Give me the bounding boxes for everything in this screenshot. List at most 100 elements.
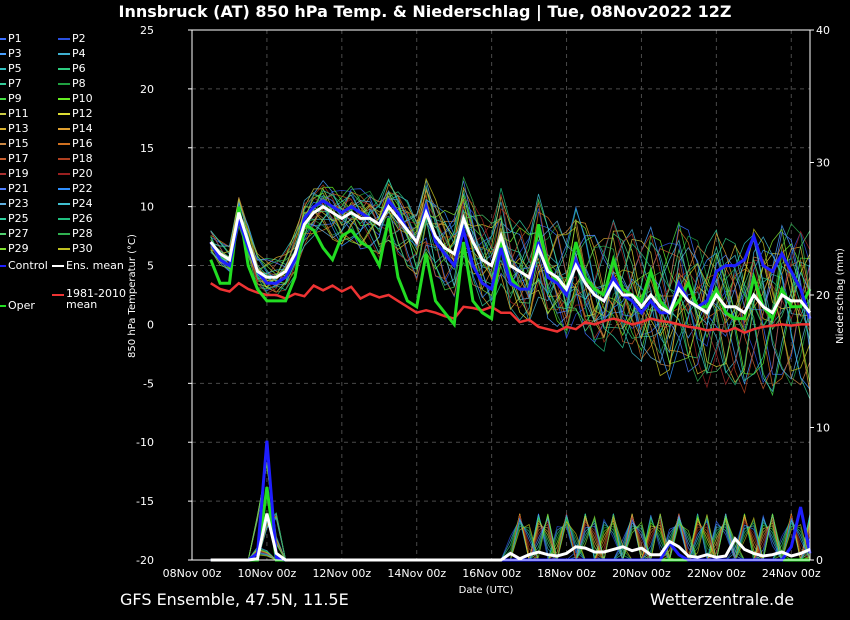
legend-label: P24 <box>72 197 93 210</box>
legend-swatch <box>0 173 6 175</box>
legend-swatch <box>0 233 6 235</box>
legend-swatch <box>0 53 6 55</box>
legend-label: P4 <box>72 47 86 60</box>
member-line <box>210 187 811 386</box>
y-tick-label: 25 <box>140 24 154 37</box>
x-tick-label: 10Nov 00z <box>238 567 297 580</box>
y-tick-label: 0 <box>147 318 154 331</box>
legend-label: P2 <box>72 32 86 45</box>
x-axis-ticks: 08Nov 00z 10Nov 00z 12Nov 00z 14Nov 00z 16No… <box>163 567 821 580</box>
main-series <box>209 197 812 335</box>
legend-swatch <box>0 218 6 220</box>
legend-label: P13 <box>8 122 29 135</box>
x-tick-label: 16Nov 00z <box>462 567 521 580</box>
oper-line <box>209 206 812 329</box>
legend-label: P16 <box>72 137 93 150</box>
legend-label: P1 <box>8 32 22 45</box>
legend-swatch <box>58 113 70 115</box>
legend-swatch <box>58 233 70 235</box>
member-line <box>210 188 811 387</box>
legend-swatch <box>0 113 6 115</box>
legend-label: P18 <box>72 152 93 165</box>
legend-label: P25 <box>8 212 29 225</box>
legend-label: Control <box>8 259 48 272</box>
y2-tick-label: 20 <box>816 289 830 302</box>
legend-label: P27 <box>8 227 29 240</box>
legend-label: P10 <box>72 92 93 105</box>
legend-label: P11 <box>8 107 29 120</box>
control-line <box>209 197 812 320</box>
y-tick-label: -20 <box>136 554 154 567</box>
legend-label: Ens. mean <box>66 259 124 272</box>
legend-swatch <box>58 158 70 160</box>
legend-swatch <box>0 143 6 145</box>
y-tick-label: -15 <box>136 495 154 508</box>
legend-label: P15 <box>8 137 29 150</box>
x-tick-label: 14Nov 00z <box>387 567 446 580</box>
y-tick-label: 15 <box>140 142 154 155</box>
legend-label: P23 <box>8 197 29 210</box>
y2-tick-label: 40 <box>816 24 830 37</box>
legend-label: P9 <box>8 92 22 105</box>
legend-label: P14 <box>72 122 93 135</box>
legend-swatch <box>0 188 6 190</box>
member-line <box>210 189 811 386</box>
y-tick-label: -5 <box>143 377 154 390</box>
legend-label: 1981-2010 mean <box>66 287 126 311</box>
legend-label: P30 <box>72 242 93 255</box>
legend-label: P3 <box>8 47 22 60</box>
x-tick-label: 08Nov 00z <box>163 567 222 580</box>
legend-label: P28 <box>72 227 93 240</box>
x-tick-label: 12Nov 00z <box>312 567 371 580</box>
y-tick-label: 10 <box>140 201 154 214</box>
climo-mean-line <box>210 281 810 335</box>
legend-swatch <box>52 294 64 296</box>
x-tick-label: 18Nov 00z <box>537 567 596 580</box>
legend-swatch <box>0 68 6 70</box>
legend-swatch <box>58 128 70 130</box>
legend-swatch <box>58 38 70 40</box>
legend-swatch <box>0 305 6 307</box>
legend-label: P29 <box>8 242 29 255</box>
legend-swatch <box>0 83 6 85</box>
legend-label: P26 <box>72 212 93 225</box>
legend-label: P7 <box>8 77 22 90</box>
member-line <box>210 193 811 393</box>
y2-tick-label: 10 <box>816 422 830 435</box>
legend-swatch <box>52 265 64 267</box>
y-tick-label: 20 <box>140 83 154 96</box>
legend-label: P20 <box>72 167 93 180</box>
legend-swatch <box>58 188 70 190</box>
legend-label: P5 <box>8 62 22 75</box>
legend-label: P6 <box>72 62 86 75</box>
legend-swatch <box>0 38 6 40</box>
legend-swatch <box>58 53 70 55</box>
legend-swatch <box>58 68 70 70</box>
y-tick-label: -10 <box>136 436 154 449</box>
legend-swatch <box>0 248 6 250</box>
legend-swatch <box>0 128 6 130</box>
ens-mean-line <box>209 203 812 315</box>
legend-swatch <box>0 98 6 100</box>
legend-swatch <box>58 83 70 85</box>
y2-tick-label: 0 <box>816 554 823 567</box>
legend-swatch <box>58 98 70 100</box>
legend-label: P22 <box>72 182 93 195</box>
chart-title: Innsbruck (AT) 850 hPa Temp. & Niedersch… <box>118 2 732 21</box>
legend-swatch <box>58 218 70 220</box>
y-axis-ticks: 25 20 15 10 5 0 -5 -10 -15 -20 <box>136 24 192 567</box>
y-tick-label: 5 <box>147 260 154 273</box>
legend-swatch <box>58 248 70 250</box>
member-line <box>210 191 811 384</box>
legend-swatch <box>58 173 70 175</box>
y2-axis-ticks: 40 30 20 10 0 <box>810 24 830 567</box>
legend-swatch <box>0 203 6 205</box>
x-tick-label: 22Nov 00z <box>687 567 746 580</box>
legend-swatch <box>58 143 70 145</box>
y2-axis-label: Niederschlag (mm) <box>835 248 846 344</box>
legend-label: P8 <box>72 77 86 90</box>
x-tick-label: 24Nov 00z <box>762 567 821 580</box>
member-line <box>210 190 811 390</box>
x-axis-label: Date (UTC) <box>459 585 514 596</box>
